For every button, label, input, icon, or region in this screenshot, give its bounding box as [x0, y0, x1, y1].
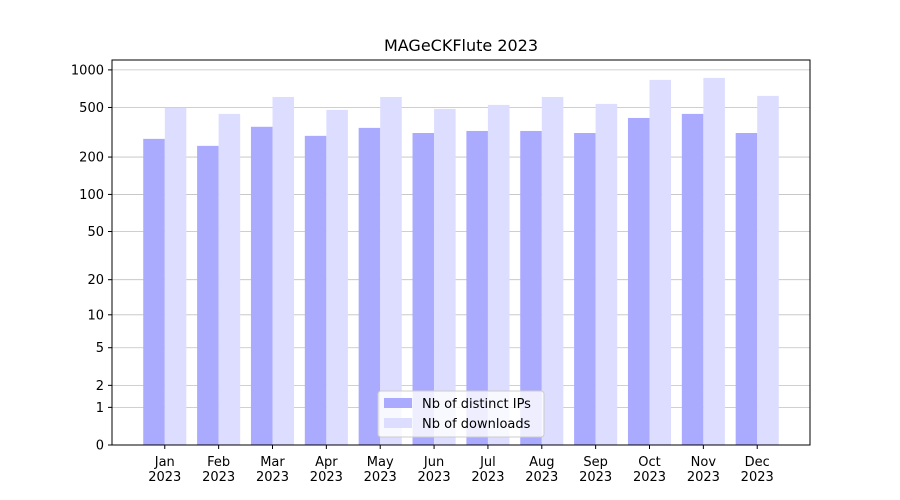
bar [197, 145, 219, 445]
x-tick-label: Apr 2023 [310, 455, 343, 485]
bar [143, 138, 165, 446]
x-tick-label: Aug 2023 [525, 455, 558, 485]
bar [218, 113, 241, 445]
y-tick-label: 100 [79, 188, 104, 203]
chart-title: MAGeCKFlute 2023 [384, 36, 538, 55]
y-tick-label: 5 [96, 341, 104, 356]
bar [466, 130, 488, 445]
x-tick-label: May 2023 [364, 455, 397, 485]
bar [703, 77, 725, 446]
x-tick-label: Jun 2023 [418, 455, 451, 485]
bar [272, 96, 295, 445]
y-tick-label: 20 [87, 273, 104, 288]
legend-box [377, 390, 545, 438]
x-tick-label: Dec 2023 [741, 455, 774, 485]
bar [412, 133, 435, 445]
bar [380, 96, 402, 445]
x-tick-label: Jan 2023 [148, 455, 181, 485]
legend-label: Nb of downloads [422, 417, 531, 432]
bar [627, 117, 650, 446]
y-tick-label: 1 [96, 401, 104, 416]
legend: Nb of distinct IPs Nb of downloads [377, 390, 545, 438]
bar [250, 126, 273, 445]
legend-swatch [384, 398, 412, 408]
x-tick-label: Oct 2023 [633, 455, 666, 485]
plot-frame [111, 59, 811, 446]
bar [735, 133, 758, 445]
bar [649, 79, 672, 445]
y-tick-label: 200 [79, 151, 104, 166]
bar [164, 107, 187, 446]
x-tick-label: Mar 2023 [256, 455, 289, 485]
x-tick-label: Feb 2023 [202, 455, 235, 485]
bar [541, 96, 564, 445]
legend-label: Nb of distinct IPs [422, 397, 531, 412]
y-tick-label: 2 [96, 379, 104, 394]
x-tick-label: Nov 2023 [687, 455, 720, 485]
y-tick-label: 10 [87, 308, 104, 323]
bar [326, 109, 348, 446]
bar [304, 135, 327, 446]
bar [595, 103, 618, 446]
bar [487, 104, 510, 445]
y-tick-label: 50 [87, 225, 104, 240]
bar [681, 113, 704, 445]
bar [757, 95, 779, 446]
x-tick-label: Sep 2023 [579, 455, 612, 485]
bar [574, 133, 596, 445]
bar [520, 130, 542, 445]
y-tick-label: 1000 [71, 63, 104, 78]
y-tick-label: 500 [79, 101, 104, 116]
x-tick-label: Jul 2023 [471, 455, 504, 485]
bar [358, 127, 381, 445]
legend-swatch [384, 418, 412, 428]
bar [434, 108, 456, 446]
y-tick-label: 0 [96, 439, 104, 454]
